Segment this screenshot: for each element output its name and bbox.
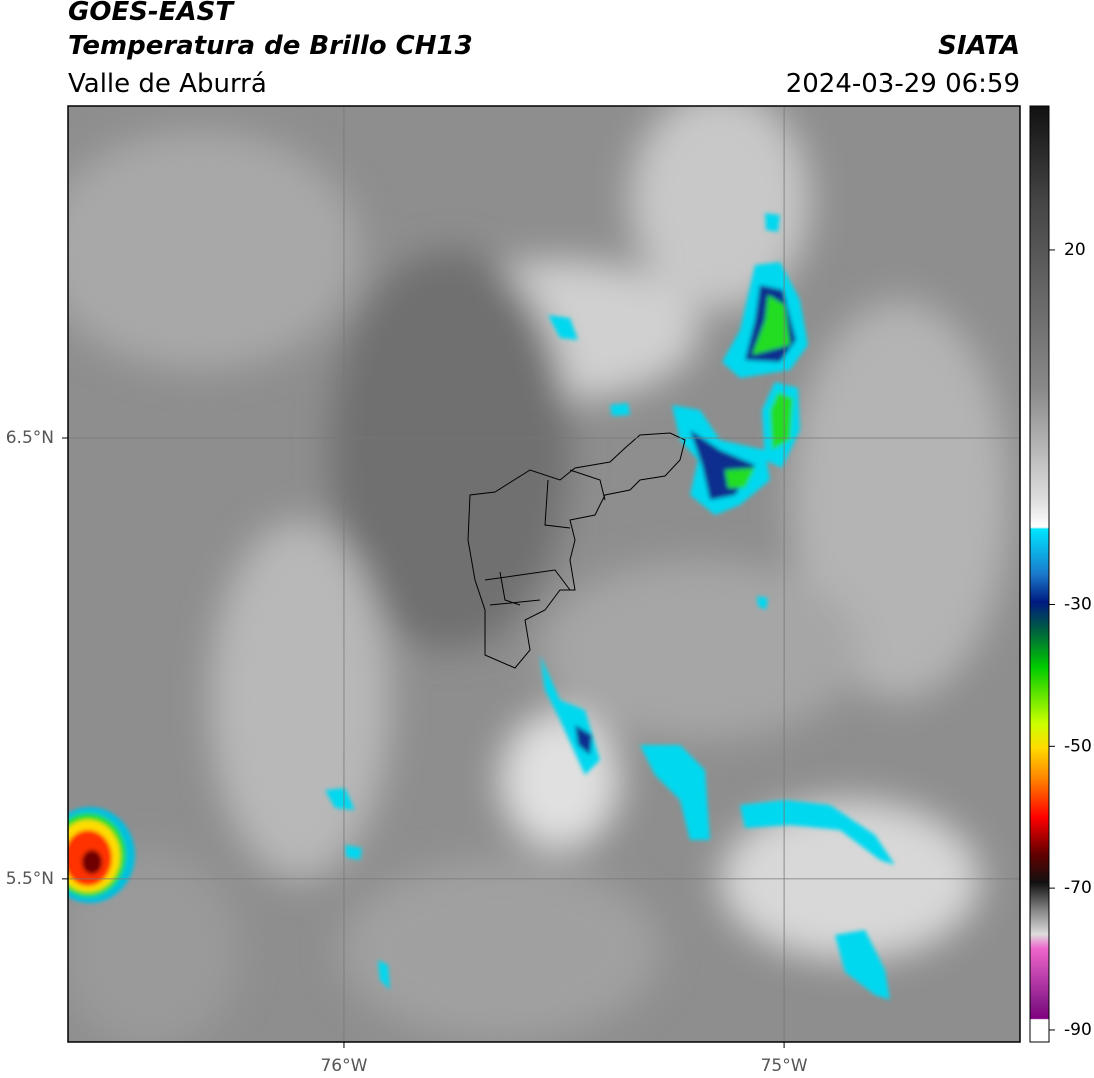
source: SIATA [938,31,1020,61]
y-tick-label: 5.5°N [6,869,54,889]
colorbar-tick-label: -70 [1064,878,1092,898]
colorbar [1029,105,1050,1043]
colorbar-tick-label: 20 [1064,240,1086,260]
region: Valle de Aburrá [68,69,267,99]
datetime: 2024-03-29 06:59 [786,69,1020,99]
colorbar-tick-label: -30 [1064,594,1092,614]
subtitle: Temperatura de Brillo CH13 [68,31,473,61]
title: GOES-EAST [68,0,235,27]
y-tick-label: 6.5°N [6,428,54,448]
map-frame [67,105,1021,1043]
satellite-image [68,106,1020,1042]
colorbar-tick-label: -50 [1064,736,1092,756]
x-tick-label: 75°W [761,1056,808,1076]
x-tick-label: 76°W [320,1056,367,1076]
colorbar-tick-label: -90 [1064,1020,1092,1040]
